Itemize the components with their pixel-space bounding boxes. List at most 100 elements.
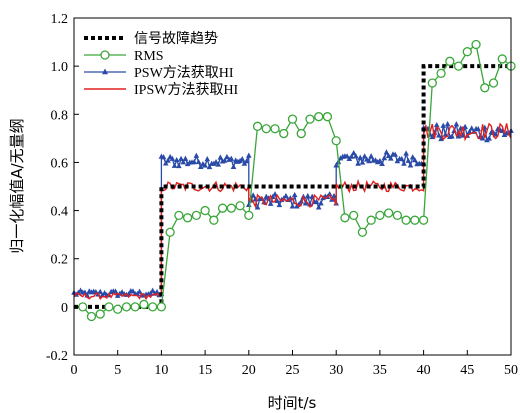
series-psw-point [195, 158, 202, 165]
series-psw-point [350, 149, 357, 156]
series-psw-point [348, 153, 355, 159]
series-psw-point [383, 149, 390, 155]
series-psw-point [178, 155, 184, 161]
series-rms-point [445, 56, 455, 66]
series-rms-point [314, 112, 324, 122]
series-psw-point [442, 131, 449, 137]
series-rms-point [261, 124, 271, 134]
series-psw-point [377, 157, 383, 164]
series-psw-line [73, 124, 512, 297]
series-psw-point [250, 192, 256, 198]
series-rms-point [305, 114, 315, 124]
legend-label: PSW方法获取HI [134, 65, 234, 81]
series-rms-point [209, 215, 219, 225]
series-psw-point [267, 200, 274, 206]
series-psw-point [409, 154, 416, 160]
series-rms-point [165, 227, 175, 237]
series-rms-point [322, 112, 333, 122]
series-rms-point [113, 304, 123, 314]
series-psw-point [361, 153, 368, 159]
series-psw-point [313, 198, 320, 204]
series-psw-point [289, 203, 296, 209]
series-psw-point [440, 122, 447, 128]
y-tick-label: 1.2 [51, 12, 69, 27]
series-psw-point [173, 156, 180, 163]
x-tick-label: 35 [373, 363, 387, 378]
series-rms-point [340, 213, 350, 223]
series-rms-point [244, 210, 254, 221]
series-psw-point [492, 131, 499, 137]
series-psw-point [221, 157, 228, 163]
series-psw-point [254, 204, 261, 210]
series-psw-point [444, 120, 451, 127]
series-rms-point [427, 78, 437, 88]
series-rms-point [296, 128, 306, 139]
series-rms-point [226, 203, 236, 213]
series-psw-point [455, 133, 462, 139]
series-psw-point [344, 153, 350, 159]
series-psw-point [165, 157, 171, 163]
series-rms-point [148, 302, 158, 312]
series-rms-point [471, 39, 481, 50]
series-psw-point [243, 158, 250, 164]
series-psw-point [407, 162, 414, 168]
series-psw-point [193, 152, 200, 158]
series-psw-point [381, 155, 388, 161]
series-psw-point [475, 126, 482, 132]
x-tick-label: 25 [286, 363, 300, 378]
x-axis-label: 时间t/s [268, 394, 317, 412]
x-tick-label: 0 [71, 363, 78, 378]
series-rms-point [200, 205, 210, 216]
y-tick-label: 0.4 [51, 205, 69, 220]
legend-marker-rms [100, 50, 110, 60]
series-rms-point [86, 311, 97, 322]
series-psw-point [160, 154, 167, 160]
series-rms-point [480, 83, 490, 93]
series-psw-point [385, 152, 392, 159]
series-psw-point [197, 163, 204, 169]
series-psw-point [130, 288, 136, 294]
series-psw-point [176, 162, 182, 169]
series-rms-point [252, 121, 263, 131]
series-rms-point [279, 128, 289, 139]
series-psw-point [224, 153, 230, 160]
series-psw-point [180, 159, 187, 165]
series-psw-point [171, 162, 178, 168]
series-psw-point [412, 157, 418, 163]
series-rms-point [174, 210, 184, 221]
series-rms-point [349, 210, 359, 221]
series-rms-point [497, 54, 507, 64]
series-rms-point [130, 302, 140, 312]
x-tick-label: 15 [198, 363, 212, 378]
legend-label: IPSW方法获取HI [134, 82, 239, 98]
series-psw-point [191, 159, 197, 165]
legend-label: RMS [134, 49, 164, 64]
series-rms-point [156, 302, 167, 312]
series-psw-point [182, 155, 189, 161]
series-psw-point [355, 160, 361, 166]
series-psw-point [403, 150, 409, 156]
series-psw-point [230, 163, 237, 169]
series-psw-point [206, 163, 213, 170]
series-psw-point [388, 155, 394, 161]
series-rms-point [287, 114, 298, 124]
series-rms-point [235, 201, 245, 211]
series-psw-point [398, 155, 405, 162]
series-psw-point [331, 192, 337, 199]
series-psw-point [162, 160, 169, 166]
series-psw-point [149, 287, 156, 293]
series-rms-point [270, 124, 280, 134]
series-psw-point [228, 155, 235, 161]
series-ipsw-line [73, 122, 512, 301]
series-psw-point [333, 162, 339, 168]
series-rms-point [121, 302, 132, 312]
series-psw-point [379, 160, 385, 166]
y-tick-label: 1.0 [51, 60, 69, 75]
x-tick-label: 50 [504, 363, 518, 378]
series-psw-point [436, 132, 442, 138]
x-tick-label: 10 [154, 363, 168, 378]
series-psw-point [401, 160, 407, 166]
series-psw-point [302, 200, 309, 206]
series-psw-point [261, 199, 267, 205]
